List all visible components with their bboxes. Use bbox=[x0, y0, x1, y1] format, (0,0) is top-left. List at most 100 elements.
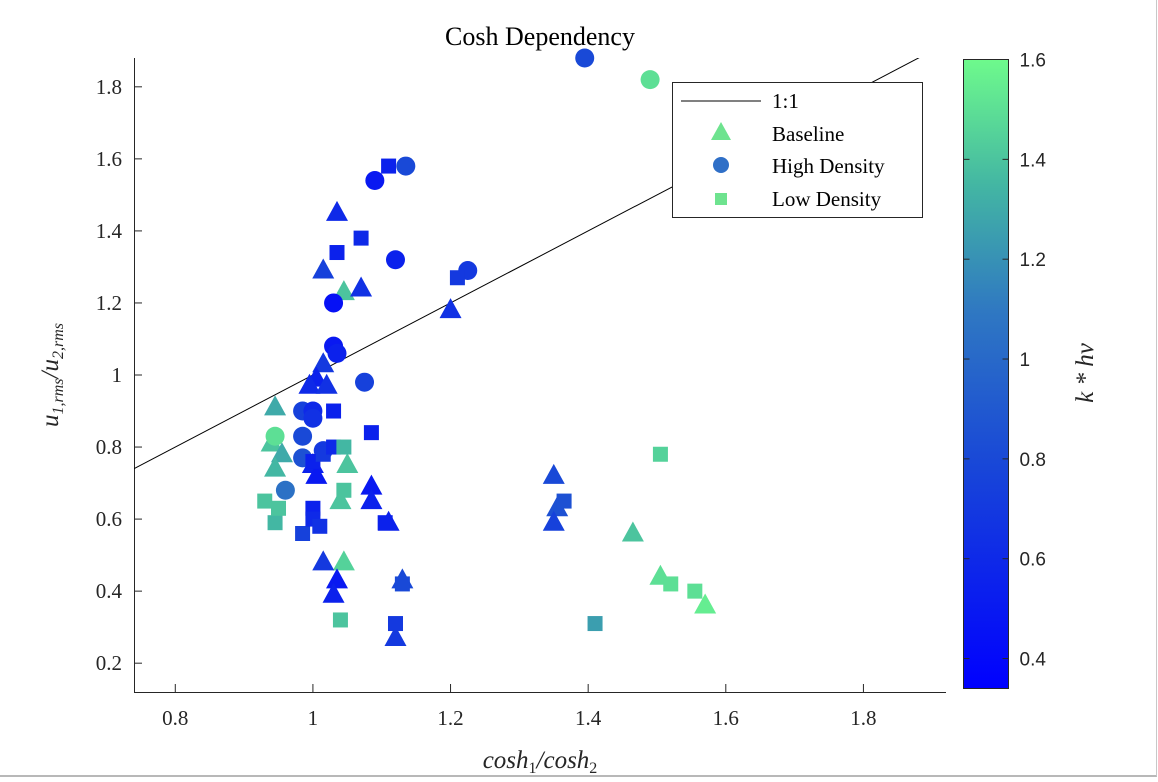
legend-high-density-label: High Density bbox=[772, 154, 885, 178]
legend-low-density-label: Low Density bbox=[772, 187, 882, 211]
y-label-sep: / bbox=[37, 369, 64, 380]
y-tick-label: 0.4 bbox=[96, 579, 123, 603]
low-density-point bbox=[394, 576, 410, 592]
low-density-point bbox=[381, 158, 397, 174]
x-ticks: 0.8 1 1.2 1.4 1.6 1.8 bbox=[162, 684, 877, 730]
colorbar-label: k * hv bbox=[1072, 342, 1099, 403]
colorbar-tick-label: 1.6 bbox=[1020, 51, 1046, 72]
low-density-point bbox=[267, 515, 283, 531]
y-tick-label: 1.6 bbox=[96, 147, 122, 171]
baseline-point bbox=[621, 521, 644, 542]
high-density-point bbox=[575, 48, 595, 68]
colorbar-ticks: 0.4 0.6 0.8 1 1.2 1.4 1.6 bbox=[963, 51, 1047, 671]
x-tick-label: 1.4 bbox=[575, 706, 602, 730]
y-tick-label: 0.6 bbox=[96, 507, 122, 531]
baseline-point bbox=[542, 463, 565, 484]
y-label-sub1: 1,rms bbox=[50, 378, 67, 414]
y-axis-label: u1,rms/u2,rms bbox=[37, 323, 67, 427]
low-density-point bbox=[377, 515, 393, 531]
x-tick-label: 0.8 bbox=[162, 706, 188, 730]
baseline-point bbox=[384, 625, 407, 646]
legend-low-density-swatch bbox=[715, 193, 727, 205]
low-density-point bbox=[556, 493, 572, 509]
low-density-point bbox=[336, 482, 352, 498]
legend-high-density-swatch bbox=[713, 157, 729, 173]
colorbar-tick-label: 1 bbox=[1020, 350, 1031, 371]
baseline-point bbox=[312, 258, 335, 279]
low-density-point bbox=[329, 245, 345, 261]
x-label-sub1: 1 bbox=[529, 760, 537, 777]
y-tick-label: 1 bbox=[112, 363, 123, 387]
colorbar-tick-label: 0.8 bbox=[1020, 450, 1046, 471]
legend-baseline-swatch bbox=[711, 122, 731, 140]
low-density-point bbox=[587, 616, 603, 632]
baseline-point bbox=[312, 550, 335, 571]
baseline-point bbox=[439, 298, 462, 319]
colorbar-tick-label: 0.4 bbox=[1020, 650, 1047, 671]
low-density-point bbox=[312, 518, 328, 534]
high-density-point bbox=[293, 426, 313, 446]
high-density-point bbox=[303, 408, 323, 428]
low-density-point bbox=[326, 403, 342, 419]
baseline-point bbox=[332, 550, 355, 571]
baseline-point bbox=[298, 373, 321, 394]
y-label-base2: u bbox=[37, 359, 64, 372]
low-density-point bbox=[271, 500, 287, 516]
colorbar: 0.4 0.6 0.8 1 1.2 1.4 1.6 k * hv bbox=[963, 51, 1099, 689]
high-density-point bbox=[640, 70, 660, 90]
legend-baseline-label: Baseline bbox=[772, 122, 844, 146]
y-tick-label: 1.4 bbox=[96, 219, 123, 243]
baseline-point bbox=[312, 352, 335, 373]
baseline-point bbox=[694, 593, 717, 614]
high-density-point bbox=[396, 156, 416, 176]
data-points bbox=[257, 48, 717, 646]
baseline-point bbox=[336, 453, 359, 474]
low-density-point bbox=[387, 616, 403, 632]
x-tick-label: 1.2 bbox=[437, 706, 463, 730]
baseline-point bbox=[326, 568, 348, 589]
x-tick-label: 1.6 bbox=[713, 706, 739, 730]
y-ticks: 0.2 0.4 0.6 0.8 1 1.2 1.4 1.6 1.8 bbox=[96, 75, 142, 675]
low-density-point bbox=[363, 425, 379, 441]
baseline-point bbox=[270, 442, 293, 463]
chart-title: Cosh Dependency bbox=[445, 22, 635, 51]
y-tick-label: 1.8 bbox=[96, 75, 122, 99]
low-density-point bbox=[449, 270, 465, 286]
low-density-point bbox=[295, 526, 311, 541]
baseline-point bbox=[350, 276, 373, 297]
high-density-point bbox=[265, 426, 285, 446]
high-density-point bbox=[355, 372, 375, 392]
baseline-point bbox=[360, 474, 383, 495]
baseline-point bbox=[322, 582, 345, 603]
low-density-point bbox=[652, 446, 668, 462]
low-density-point bbox=[257, 493, 273, 509]
high-density-point bbox=[275, 480, 295, 500]
colorbar-tick-label: 1.4 bbox=[1020, 150, 1047, 171]
x-axis-label: cosh1/cosh2 bbox=[483, 747, 598, 777]
baseline-point bbox=[360, 489, 383, 510]
y-tick-label: 0.8 bbox=[96, 435, 122, 459]
low-density-point bbox=[332, 612, 348, 628]
y-tick-label: 1.2 bbox=[96, 291, 122, 315]
high-density-point bbox=[324, 293, 344, 313]
low-density-point bbox=[353, 230, 369, 246]
baseline-point bbox=[264, 456, 287, 477]
colorbar-tick-label: 0.6 bbox=[1020, 550, 1046, 571]
baseline-point bbox=[329, 489, 352, 510]
legend-box bbox=[672, 82, 923, 218]
baseline-point bbox=[264, 395, 287, 416]
baseline-point bbox=[315, 373, 338, 394]
high-density-point bbox=[327, 343, 347, 363]
y-tick-label: 0.2 bbox=[96, 651, 122, 675]
low-density-point bbox=[687, 583, 703, 599]
low-density-point bbox=[336, 439, 352, 455]
x-label-base2: cosh bbox=[543, 747, 589, 774]
low-density-point bbox=[663, 576, 679, 592]
baseline-point bbox=[305, 463, 328, 484]
x-tick-label: 1.8 bbox=[850, 706, 876, 730]
legend-ref-label: 1:1 bbox=[772, 89, 799, 113]
colorbar-tick-label: 1.2 bbox=[1020, 250, 1046, 271]
high-density-point bbox=[365, 170, 385, 190]
x-label-base1: cosh bbox=[483, 747, 529, 774]
